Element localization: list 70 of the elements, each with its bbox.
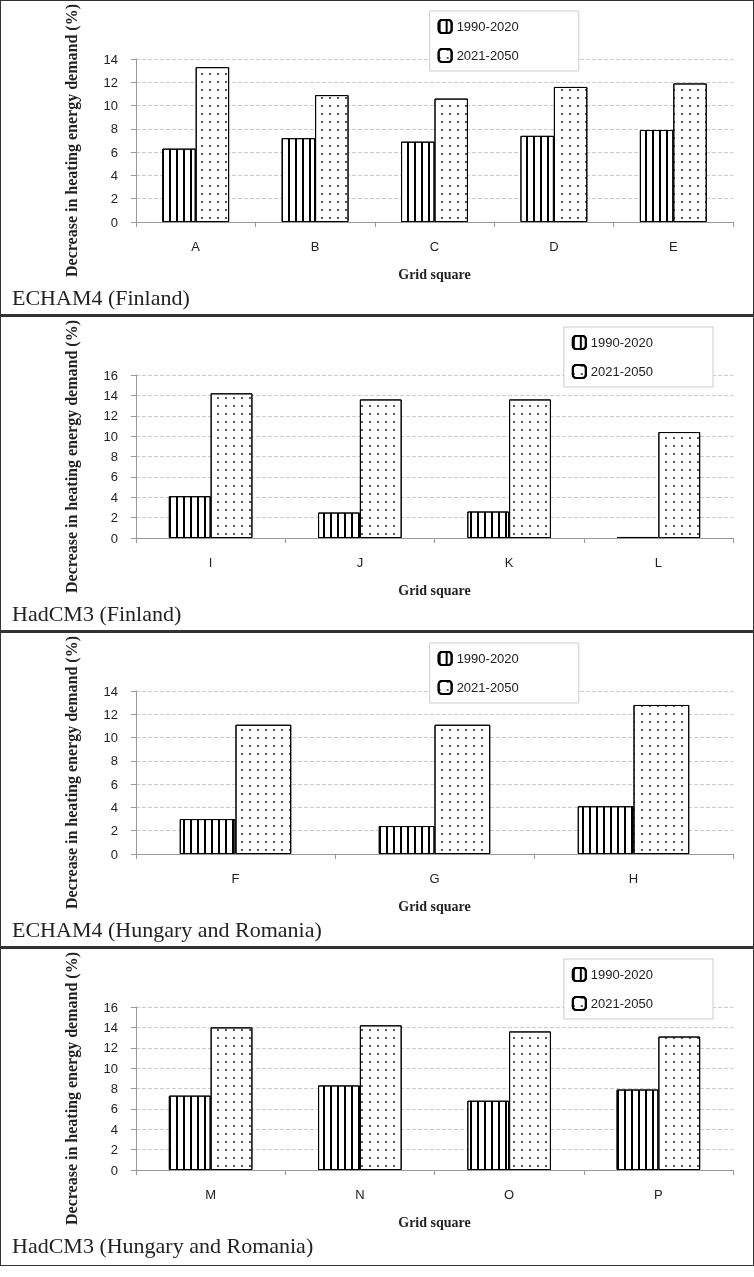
y-tick-label: 8 (110, 753, 118, 769)
y-tick-label: 0 (110, 214, 118, 230)
y-tick-label: 14 (103, 387, 118, 403)
x-tick-label: P (654, 1187, 663, 1202)
y-tick-label: 12 (103, 706, 118, 722)
y-tick-label: 16 (103, 367, 118, 383)
legend-label: 1990-2020 (590, 967, 653, 982)
y-tick-label: 8 (110, 1081, 118, 1096)
x-tick-label: K (504, 555, 514, 570)
x-axis-title: Grid square (398, 898, 471, 914)
y-tick-label: 12 (103, 1040, 118, 1056)
y-tick-label: 8 (110, 121, 118, 137)
y-tick-label: 10 (103, 1060, 118, 1076)
y-tick-label: 4 (110, 489, 118, 505)
x-tick-label: O (504, 1187, 515, 1202)
x-tick-label: B (310, 239, 320, 254)
y-tick-label: 4 (110, 799, 118, 815)
x-tick-label: H (628, 871, 639, 886)
x-axis-title: Grid square (398, 1214, 471, 1230)
x-tick-label: C (429, 239, 440, 254)
x-tick-label: N (355, 1187, 365, 1202)
y-tick-label: 10 (103, 98, 118, 114)
text: HadCM3 (Hungary and Romania) (12, 1232, 314, 1258)
legend-label: 1990-2020 (456, 651, 519, 666)
y-tick-label: 2 (110, 191, 118, 207)
y-tick-label: 12 (103, 408, 118, 424)
y-tick-label: 14 (103, 683, 118, 699)
x-tick-label: E (668, 239, 678, 254)
y-axis-title: Decrease in heating energy demand (%) (62, 952, 81, 1225)
x-axis-title: Grid square (398, 266, 471, 282)
legend-label: 2021-2050 (590, 364, 653, 379)
y-tick-label: 12 (103, 74, 118, 90)
x-tick-label: M (205, 1187, 217, 1202)
y-tick-label: 14 (103, 1019, 118, 1035)
y-axis-title: Decrease in heating energy demand (%) (62, 320, 81, 593)
text: HadCM3 (Finland) (12, 600, 182, 626)
y-tick-label: 6 (110, 776, 118, 792)
y-tick-label: 14 (103, 51, 118, 67)
y-tick-label: 10 (103, 428, 118, 444)
x-tick-label: I (208, 555, 213, 570)
y-tick-label: 2 (110, 510, 118, 526)
legend-label: 2021-2050 (590, 996, 653, 1011)
y-tick-label: 0 (110, 846, 118, 862)
y-tick-label: 16 (103, 999, 118, 1015)
y-tick-label: 2 (110, 823, 118, 839)
y-tick-label: 6 (110, 469, 118, 485)
y-tick-label: 6 (110, 144, 118, 160)
y-tick-label: 6 (110, 1101, 118, 1117)
legend-label: 1990-2020 (590, 335, 653, 350)
x-axis-title: Grid square (398, 582, 471, 598)
y-tick-label: 0 (110, 530, 118, 546)
legend-label: 2021-2050 (456, 680, 519, 695)
y-tick-label: 0 (110, 1162, 118, 1178)
legend-label: 2021-2050 (456, 48, 519, 63)
legend-label: 1990-2020 (456, 19, 519, 34)
x-tick-label: F (231, 871, 240, 886)
y-tick-label: 4 (110, 1121, 118, 1137)
x-tick-label: J (356, 555, 364, 570)
y-tick-label: 10 (103, 730, 118, 746)
text: ECHAM4 (Finland) (12, 284, 190, 310)
text: ECHAM4 (Hungary and Romania) (12, 916, 322, 942)
x-tick-label: G (429, 871, 440, 886)
x-tick-label: A (191, 239, 201, 254)
x-tick-label: D (549, 239, 559, 254)
y-tick-label: 4 (110, 167, 118, 183)
y-tick-label: 2 (110, 1142, 118, 1158)
x-tick-label: L (654, 555, 662, 570)
y-axis-title: Decrease in heating energy demand (%) (62, 4, 81, 277)
y-axis-title: Decrease in heating energy demand (%) (62, 636, 81, 909)
y-tick-label: 8 (110, 449, 118, 464)
